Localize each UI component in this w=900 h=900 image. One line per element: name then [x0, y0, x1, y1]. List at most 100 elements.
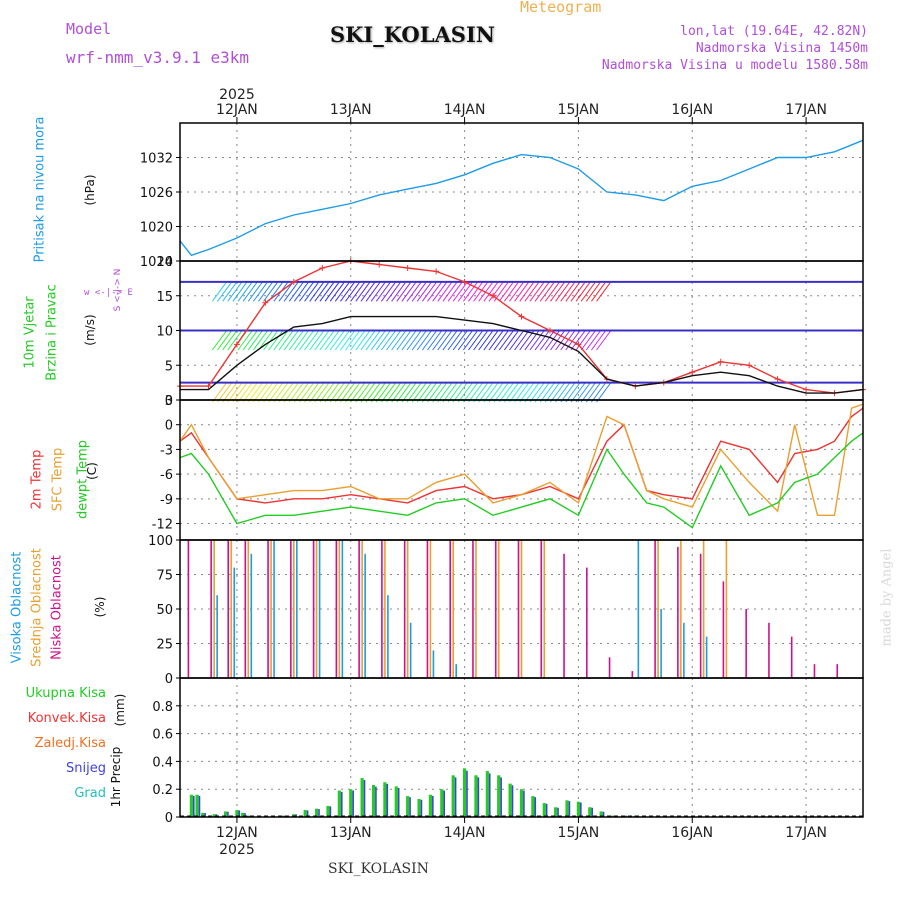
- wind-barb: [227, 281, 243, 302]
- y-tick-label: 15: [156, 290, 173, 305]
- cloud-label-2: Srednja Oblacnost: [29, 548, 45, 667]
- precip-bar-snow: [238, 810, 241, 817]
- wind-compass-we: w <-|-> E: [84, 288, 133, 298]
- gust-marker: [376, 261, 383, 268]
- wind-barb: [411, 281, 427, 302]
- wind-barb: [278, 281, 294, 302]
- wind-barb: [329, 382, 345, 403]
- wind-barb: [534, 382, 550, 403]
- wind-barb: [580, 281, 596, 302]
- wind-barb: [591, 330, 607, 351]
- precip-bar-snow: [363, 780, 366, 817]
- precip-bar-snow: [192, 795, 195, 817]
- wind-barb: [237, 281, 253, 302]
- wind-barb: [580, 382, 596, 403]
- wind-barb: [585, 330, 602, 351]
- precip-bar: [576, 801, 581, 817]
- precip-bar: [195, 794, 199, 817]
- wind-barb: [319, 330, 335, 351]
- precip-bar-snow: [602, 811, 605, 817]
- wind-barb: [329, 281, 345, 302]
- precip-bar: [189, 794, 193, 817]
- y-tick-label: 20: [156, 255, 173, 270]
- wind-barb: [478, 330, 494, 351]
- wind-barb: [258, 382, 274, 403]
- wind-barb: [232, 281, 248, 302]
- wind-barb: [386, 382, 402, 403]
- wind-barb: [421, 281, 438, 302]
- gust-marker: [689, 369, 696, 376]
- wind-barb: [283, 330, 299, 351]
- pressure-units: (hPa): [83, 174, 97, 206]
- precip-bar: [315, 808, 319, 817]
- wind-barb: [329, 330, 345, 351]
- precip-bar-snow: [454, 777, 457, 817]
- wind-barb: [401, 382, 417, 403]
- gust-marker: [575, 341, 582, 348]
- wind-barb: [565, 382, 581, 403]
- wind-barb: [381, 281, 397, 302]
- wind-barb: [416, 281, 432, 302]
- temp-units: (C): [85, 462, 99, 480]
- top-day-label: 12JAN: [216, 102, 258, 118]
- wind-barb: [575, 382, 591, 403]
- wind-barb: [452, 281, 468, 302]
- bottom-day-label: 12JAN: [216, 825, 258, 841]
- wind-barb: [442, 382, 458, 403]
- temp-label-2: SFC Temp: [50, 447, 66, 512]
- y-tick-label: 0: [165, 811, 173, 826]
- series-line-speed: [180, 315, 864, 394]
- wind-barb: [273, 330, 289, 351]
- wind-barb: [278, 382, 294, 403]
- panel-frame: [179, 399, 864, 541]
- wind-barb: [421, 382, 438, 403]
- top-year-label: 2025: [219, 87, 255, 103]
- bottom-day-label: 15JAN: [558, 825, 600, 841]
- wind-barb: [227, 330, 243, 351]
- wind-barb: [345, 382, 361, 403]
- precip-bar-snow: [397, 787, 400, 817]
- wind-barb: [498, 330, 514, 351]
- precip-bar-snow: [534, 797, 537, 817]
- wind-barb: [519, 382, 535, 403]
- wind-barb: [334, 281, 351, 302]
- wind-barb: [247, 281, 263, 302]
- wind-barb: [396, 382, 412, 403]
- wind-barb: [427, 281, 443, 302]
- wind-barb: [503, 382, 520, 403]
- wind-barb: [421, 330, 438, 351]
- precip-bar-snow: [375, 786, 377, 817]
- wind-barb: [304, 382, 320, 403]
- wind-barb: [247, 330, 263, 351]
- wind-barb: [365, 281, 381, 302]
- wind-barb: [596, 281, 612, 302]
- wind-barb: [252, 382, 269, 403]
- wind-barb: [514, 382, 530, 403]
- wind-barb: [503, 330, 520, 351]
- wind-barb: [493, 382, 509, 403]
- wind-barb: [293, 281, 310, 302]
- wind-barb: [539, 281, 555, 302]
- precip-bar: [394, 786, 398, 817]
- wind-barb: [345, 330, 361, 351]
- wind-barb: [211, 382, 228, 403]
- wind-barb: [442, 330, 458, 351]
- wind-units: (m/s): [83, 314, 97, 346]
- wind-barb: [396, 281, 412, 302]
- y-tick-label: 25: [156, 638, 173, 653]
- wind-barb: [355, 382, 371, 403]
- wind-barb: [524, 281, 540, 302]
- wind-barb: [591, 281, 607, 302]
- wind-barb: [309, 330, 325, 351]
- y-tick-label: 0.8: [152, 700, 173, 715]
- top-day-label: 17JAN: [785, 102, 827, 118]
- gust-marker: [433, 268, 440, 275]
- gust-marker: [774, 376, 781, 383]
- footer-title: SKI_KOLASIN: [328, 861, 429, 877]
- wind-barb: [350, 330, 366, 351]
- wind-barb: [370, 281, 386, 302]
- wind-barb: [498, 281, 514, 302]
- wind-barb: [534, 281, 550, 302]
- precip-bar-snow: [443, 790, 446, 817]
